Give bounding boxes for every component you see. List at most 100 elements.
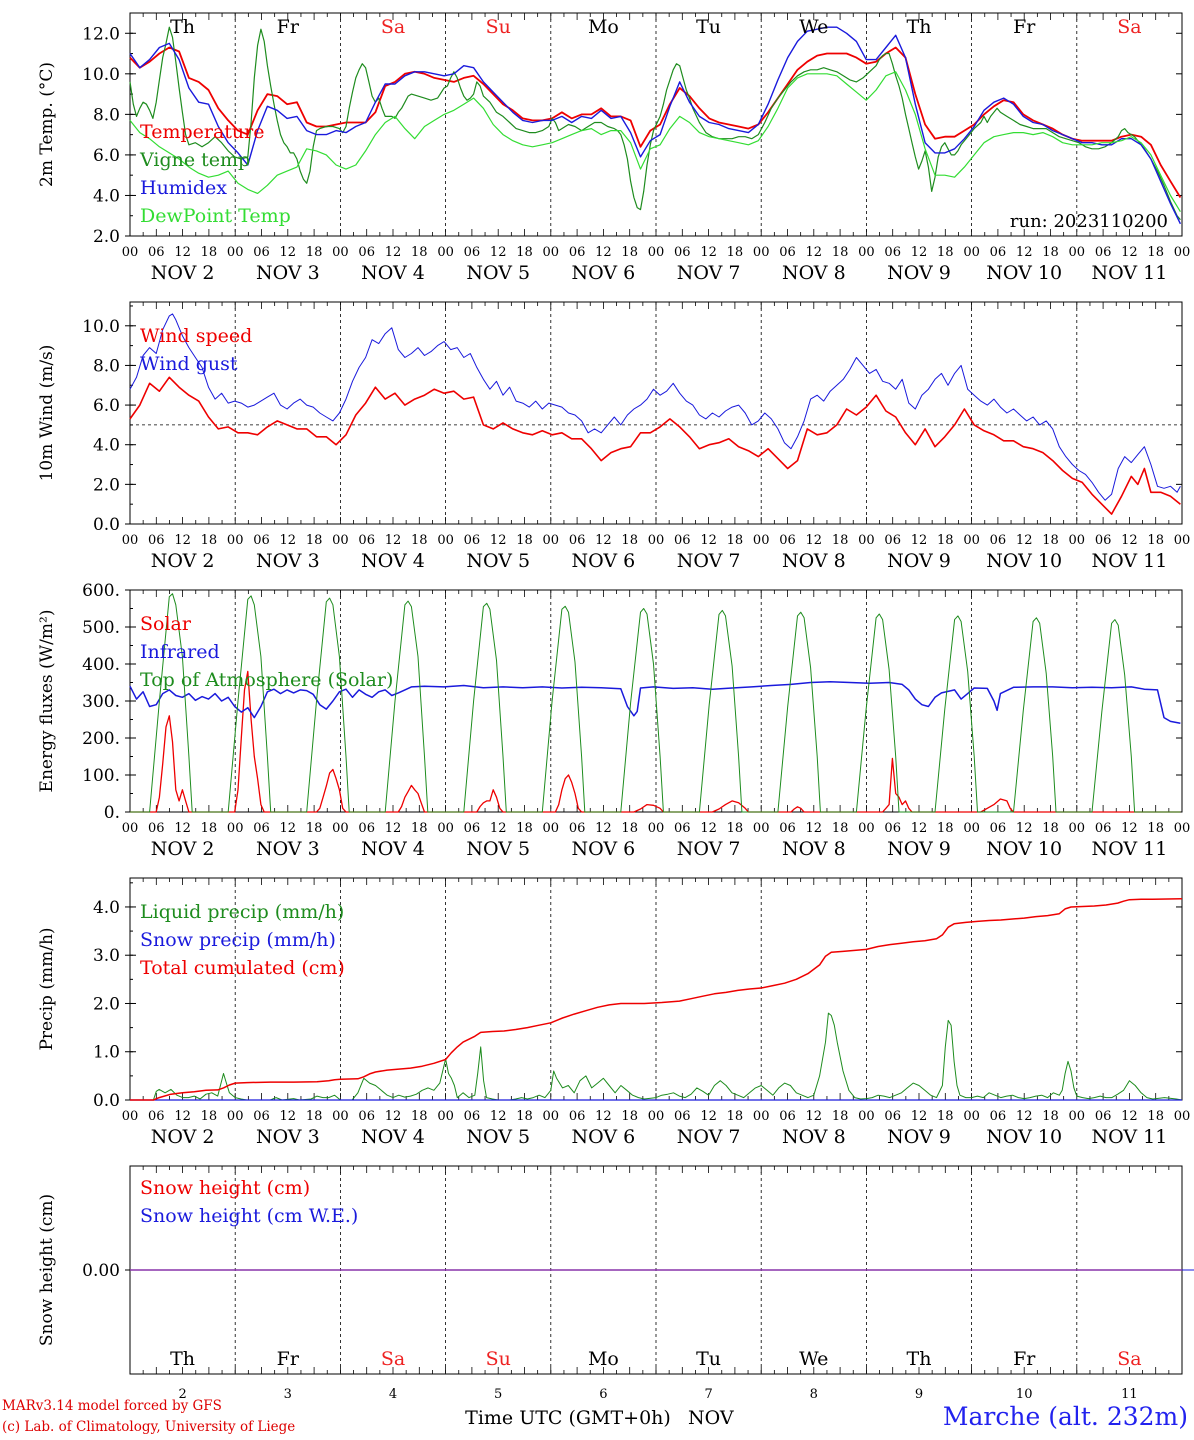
weekday-label: Sa (1117, 16, 1141, 38)
y-axis-label: 10m Wind (m/s) (37, 345, 57, 482)
hour-tick-label: 12 (280, 821, 297, 836)
hour-tick-label: 00 (122, 1109, 139, 1124)
hour-tick-label: 12 (911, 1109, 928, 1124)
hour-tick-label: 06 (569, 1109, 586, 1124)
hour-tick-label: 00 (227, 1109, 244, 1124)
date-label: NOV 6 (572, 550, 636, 572)
date-label: NOV 10 (986, 262, 1062, 284)
hour-tick-label: 12 (490, 533, 507, 548)
hour-tick-label: 00 (437, 1109, 454, 1124)
hour-tick-label: 06 (990, 533, 1007, 548)
day-number-label: 2 (178, 1387, 186, 1402)
hour-tick-label: 18 (306, 245, 323, 260)
y-tick-label: 10.0 (82, 317, 120, 337)
date-label: NOV 8 (782, 838, 846, 860)
hour-tick-label: 18 (201, 1109, 218, 1124)
date-label: NOV 9 (887, 838, 951, 860)
day-number-label: 8 (810, 1387, 818, 1402)
weekday-label: Mo (588, 1348, 619, 1370)
hour-tick-label: 12 (1016, 821, 1033, 836)
date-label: NOV 9 (887, 262, 951, 284)
hour-tick-label: 00 (332, 533, 349, 548)
series-vigne-temp (129, 26, 1181, 221)
date-label: NOV 9 (887, 1126, 951, 1148)
hour-tick-label: 18 (937, 245, 954, 260)
hour-tick-label: 18 (1147, 533, 1164, 548)
date-label: NOV 10 (986, 1126, 1062, 1148)
legend-total-cumulated-cm: Total cumulated (cm) (140, 957, 345, 979)
weekday-label: Th (170, 1348, 195, 1370)
hour-tick-label: 12 (1121, 533, 1138, 548)
hour-tick-label: 06 (253, 533, 270, 548)
y-tick-label: 0.0 (93, 1091, 120, 1111)
day-number-label: 9 (915, 1387, 923, 1402)
y-tick-label: 6.0 (93, 146, 120, 166)
hour-tick-label: 18 (1147, 821, 1164, 836)
legend-snow-height-cm-w-e: Snow height (cm W.E.) (140, 1205, 358, 1227)
hour-tick-label: 12 (595, 821, 612, 836)
panel-temperature: 2.0 4.0 6.0 8.0 10.0 12.0 2m Temp. (°C) Tempera… (37, 12, 1190, 284)
hour-tick-label: 18 (832, 245, 849, 260)
y-tick-label: 3.0 (93, 946, 120, 966)
legend-wind-gust: Wind gust (140, 353, 238, 375)
hour-tick-label: 12 (700, 821, 717, 836)
day-number-label: 11 (1121, 1387, 1138, 1402)
hour-tick-label: 00 (543, 821, 560, 836)
hour-tick-label: 12 (174, 533, 191, 548)
hour-tick-label: 00 (122, 533, 139, 548)
y-tick-label: 2.0 (93, 475, 120, 495)
hour-tick-label: 06 (674, 533, 691, 548)
date-label: NOV 6 (572, 1126, 636, 1148)
hour-tick-label: 12 (595, 245, 612, 260)
hour-tick-label: 00 (648, 245, 665, 260)
hour-tick-label: 00 (227, 821, 244, 836)
hour-tick-label: 18 (727, 1109, 744, 1124)
hour-tick-label: 00 (332, 1109, 349, 1124)
hour-tick-label: 00 (963, 245, 980, 260)
hour-tick-label: 06 (148, 245, 165, 260)
series-liquid-precip-mm-h (130, 1012, 1183, 1101)
hour-tick-label: 00 (1174, 1109, 1191, 1124)
weekday-label: Th (907, 16, 932, 38)
hour-tick-label: 00 (648, 821, 665, 836)
hour-tick-label: 06 (779, 1109, 796, 1124)
date-label: NOV 5 (466, 838, 530, 860)
y-axis-label: Precip (mm/h) (37, 927, 57, 1050)
date-label: NOV 7 (677, 550, 741, 572)
hour-tick-label: 18 (516, 533, 533, 548)
date-label: NOV 8 (782, 262, 846, 284)
hour-tick-label: 06 (569, 533, 586, 548)
hour-tick-label: 00 (437, 821, 454, 836)
hour-tick-label: 18 (1042, 533, 1059, 548)
weekday-label: Fr (1013, 1348, 1036, 1370)
date-label: NOV 3 (256, 550, 320, 572)
hour-tick-label: 06 (1095, 245, 1112, 260)
hour-tick-label: 06 (253, 1109, 270, 1124)
hour-tick-label: 18 (411, 821, 428, 836)
hour-tick-label: 12 (1121, 821, 1138, 836)
hour-tick-label: 00 (122, 245, 139, 260)
run-annotation: run: 2023110200 (1010, 211, 1168, 232)
date-label: NOV 10 (986, 550, 1062, 572)
day-number-label: 3 (284, 1387, 292, 1402)
date-label: NOV 2 (151, 1126, 215, 1148)
hour-tick-label: 12 (595, 1109, 612, 1124)
hour-tick-label: 06 (358, 533, 375, 548)
hour-tick-label: 06 (358, 1109, 375, 1124)
hour-tick-label: 06 (674, 245, 691, 260)
y-tick-label: 6.0 (93, 396, 120, 416)
hour-tick-label: 00 (753, 533, 770, 548)
hour-tick-label: 00 (227, 533, 244, 548)
hour-tick-label: 06 (990, 1109, 1007, 1124)
series-wind-gust (129, 313, 1181, 501)
credit-line-1: MARv3.14 model forced by GFS (2, 1398, 222, 1414)
hour-tick-label: 12 (806, 245, 823, 260)
hour-tick-label: 18 (621, 1109, 638, 1124)
hour-tick-label: 12 (174, 245, 191, 260)
weekday-label: Su (486, 1348, 511, 1370)
hour-tick-label: 18 (937, 533, 954, 548)
weekday-label: Tu (696, 1348, 721, 1370)
hour-tick-label: 18 (937, 1109, 954, 1124)
day-number-label: 4 (389, 1387, 397, 1402)
hour-tick-label: 00 (648, 533, 665, 548)
